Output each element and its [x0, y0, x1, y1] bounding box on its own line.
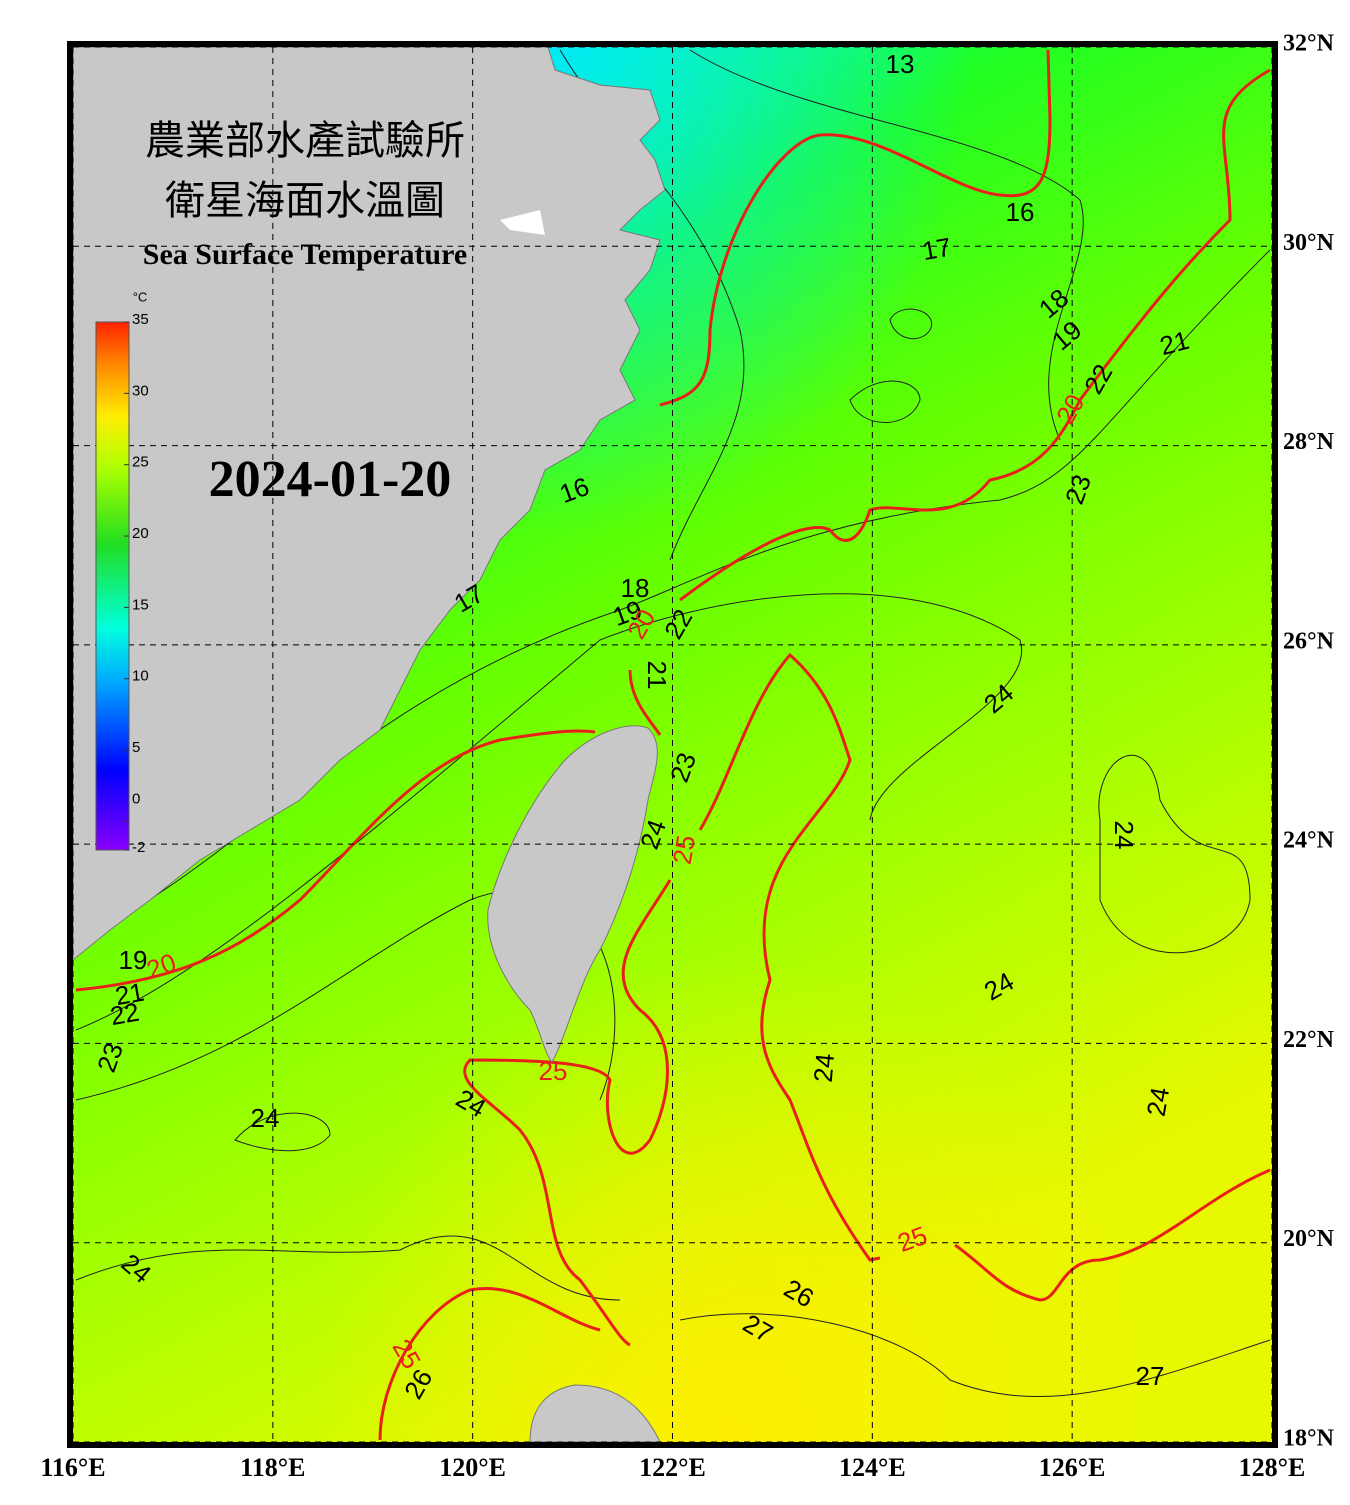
china-mainland [73, 47, 666, 961]
isotherm-25 [698, 652, 881, 1262]
luzon [529, 1384, 661, 1442]
colorbar [95, 321, 130, 851]
contour-label: 19 [119, 945, 148, 975]
colorbar-label: 20 [132, 525, 149, 542]
lat-label: 30°N [1283, 230, 1335, 256]
contour-label: 27 [1136, 1361, 1165, 1391]
graticule [73, 47, 1272, 1442]
isotherm [75, 1235, 621, 1301]
colorbar-label: 5 [132, 739, 140, 756]
title-zh-1: 農業部水產試驗所 [145, 118, 465, 163]
isotherm [1098, 754, 1251, 954]
isotherm [234, 1112, 331, 1152]
isotherm [889, 308, 933, 340]
contour-label: 17 [920, 232, 954, 267]
isotherm-25 [378, 1287, 601, 1441]
colorbar-ticks: 35 30 25 20 15 10 5 0 -2 [124, 311, 149, 856]
lon-label: 126°E [1039, 1453, 1106, 1482]
contour-label: 25 [539, 1056, 568, 1086]
lon-label: 128°E [1239, 1453, 1306, 1482]
land [73, 47, 666, 1442]
lat-label: 20°N [1283, 1226, 1335, 1252]
lat-label: 18°N [1283, 1426, 1335, 1452]
isotherm [689, 49, 1084, 441]
isotherms-major [75, 49, 1271, 1441]
contour-label: 18 [621, 573, 650, 603]
lon-label: 122°E [639, 1453, 706, 1482]
colorbar-unit: °C [133, 289, 148, 304]
isotherm [679, 1313, 1271, 1397]
colorbar-label: 35 [132, 311, 149, 328]
isotherm-20 [659, 49, 1052, 407]
lon-label: 118°E [240, 1453, 305, 1482]
contour-label: 21 [113, 977, 147, 1012]
lat-label: 22°N [1283, 1027, 1335, 1053]
axis-labels: 116°E 118°E 120°E 122°E 124°E 126°E 128°E18°N 2… [40, 31, 1334, 1482]
lat-label: 24°N [1283, 828, 1335, 854]
isotherm [75, 593, 1023, 1031]
isotherm-20 [628, 669, 662, 736]
colorbar-label: 0 [132, 790, 140, 807]
river-mouth [500, 210, 545, 235]
lon-label: 124°E [839, 1453, 906, 1482]
title-zh-2: 衛星海面水溫圖 [165, 178, 445, 223]
contour-label: 13 [886, 49, 915, 79]
contour-label: 21 [642, 661, 672, 690]
title-en: Sea Surface Temperature [143, 238, 467, 271]
taiwan [487, 725, 658, 1063]
colorbar-label: 15 [132, 596, 149, 613]
contour-label: 22 [108, 997, 142, 1032]
contour-label: 24 [808, 1052, 840, 1083]
colorbar-label: 25 [132, 454, 149, 471]
isotherm-25 [463, 879, 672, 1347]
lat-label: 26°N [1283, 628, 1335, 654]
map-frame [67, 41, 1278, 1448]
contour-label: 16 [1006, 197, 1035, 227]
date: 2024-01-20 [209, 451, 452, 508]
lon-label: 116°E [40, 1453, 105, 1482]
contour-label: 24 [251, 1103, 280, 1133]
colorbar-label: 30 [132, 382, 149, 399]
colorbar-label: -2 [132, 839, 145, 856]
contour-label: 24 [1109, 821, 1139, 850]
contour-label: 24 [1141, 1085, 1176, 1119]
colorbar-label: 10 [132, 668, 149, 685]
isotherm-20 [679, 68, 1271, 602]
lat-label: 32°N [1283, 31, 1335, 57]
isotherm [75, 889, 616, 1101]
white-patches [500, 210, 545, 235]
isotherm-25 [954, 1168, 1271, 1302]
lon-label: 120°E [439, 1453, 506, 1482]
isotherm [849, 380, 921, 423]
isotherm-20 [75, 729, 596, 992]
lat-label: 28°N [1283, 429, 1335, 455]
contour-label: 25 [667, 833, 702, 867]
